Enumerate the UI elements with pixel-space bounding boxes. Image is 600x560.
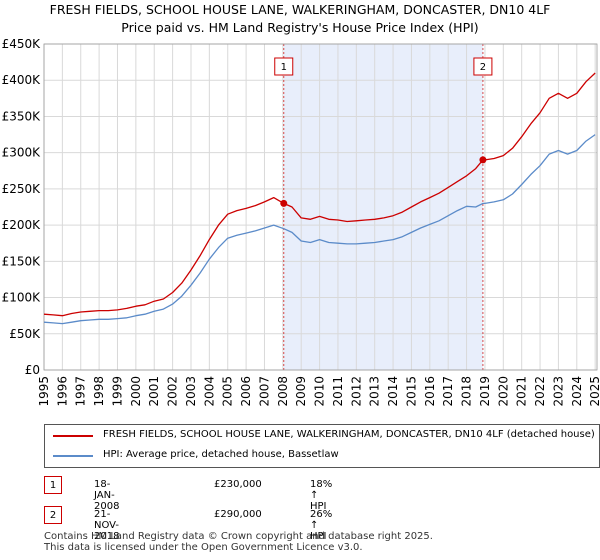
x-tick-label: 2001 bbox=[147, 376, 161, 407]
x-tick-label: 2015 bbox=[404, 376, 418, 407]
x-tick-label: 2003 bbox=[184, 376, 198, 407]
chart-title-line1: FRESH FIELDS, SCHOOL HOUSE LANE, WALKERI… bbox=[49, 2, 551, 17]
x-tick-label: 2006 bbox=[239, 376, 253, 407]
event-box-label-1: 1 bbox=[281, 62, 287, 73]
x-tick-label: 2010 bbox=[313, 376, 327, 407]
footer-copyright: Contains HM Land Registry data © Crown c… bbox=[44, 531, 433, 542]
chart-title-line2: Price paid vs. HM Land Registry's House … bbox=[121, 20, 479, 35]
y-tick-label: £200K bbox=[2, 218, 42, 232]
event-box-label-2: 2 bbox=[480, 62, 486, 73]
event-date-1: 18-JAN-2008 bbox=[94, 479, 120, 512]
series-line-hpi bbox=[43, 134, 596, 325]
x-tick-label: 2007 bbox=[257, 376, 271, 407]
event-price-1: £230,000 bbox=[214, 479, 262, 490]
footer-license: This data is licensed under the Open Gov… bbox=[44, 542, 363, 553]
event-hpi-1: 18% ↑ HPI bbox=[310, 479, 333, 512]
y-tick-label: £150K bbox=[2, 254, 42, 268]
y-tick-label: £400K bbox=[2, 73, 42, 87]
event-price-2: £290,000 bbox=[214, 509, 262, 520]
chart-legend: FRESH FIELDS, SCHOOL HOUSE LANE, WALKERI… bbox=[44, 424, 600, 468]
y-tick-label: £100K bbox=[2, 291, 42, 305]
x-tick-label: 2016 bbox=[423, 376, 437, 407]
x-tick-label: 2023 bbox=[551, 376, 565, 407]
x-tick-label: 1999 bbox=[110, 376, 124, 407]
x-tick-label: 2017 bbox=[441, 376, 455, 407]
x-tick-label: 2025 bbox=[588, 376, 600, 407]
event-hpi-2: 26% ↑ HPI bbox=[310, 509, 333, 542]
plot-border bbox=[43, 43, 598, 371]
x-tick-label: 2019 bbox=[478, 376, 492, 407]
x-tick-label: 2000 bbox=[129, 376, 143, 407]
line-chart: £0 £50K £100K £150K £200K £250K £300K £350K £400… bbox=[2, 37, 600, 407]
x-tick-label: 2005 bbox=[221, 376, 235, 407]
event-box-2 bbox=[473, 57, 493, 76]
x-tick-label: 2018 bbox=[460, 376, 474, 407]
x-tick-label: 2013 bbox=[368, 376, 382, 407]
x-tick-label: 2022 bbox=[533, 376, 547, 407]
event-box-1 bbox=[274, 57, 294, 76]
event-date-2: 21-NOV-2018 bbox=[94, 509, 120, 542]
x-tick-label: 2011 bbox=[331, 376, 345, 407]
legend-swatch-hpi bbox=[53, 455, 93, 457]
x-tick-label: 2004 bbox=[202, 376, 216, 407]
event-badge-2: 2 bbox=[44, 506, 62, 524]
x-tick-label: 1997 bbox=[74, 376, 88, 407]
series-line-property bbox=[43, 72, 596, 317]
y-tick-label: £300K bbox=[2, 146, 42, 160]
x-tick-label: 2024 bbox=[570, 376, 584, 407]
event-marker-2 bbox=[479, 156, 487, 164]
x-tick-label: 2002 bbox=[166, 376, 180, 407]
event-marker-1 bbox=[280, 199, 288, 207]
y-tick-label: £0 bbox=[25, 363, 40, 377]
y-tick-label: £50K bbox=[9, 327, 41, 341]
event-badge-1: 1 bbox=[44, 476, 62, 494]
x-tick-label: 1996 bbox=[55, 376, 69, 407]
y-tick-label: £450K bbox=[2, 37, 42, 51]
x-tick-label: 2014 bbox=[386, 376, 400, 407]
legend-label-hpi: HPI: Average price, detached house, Bass… bbox=[103, 449, 339, 460]
x-tick-label: 2020 bbox=[496, 376, 510, 407]
x-tick-label: 2008 bbox=[276, 376, 290, 407]
y-tick-label: £250K bbox=[2, 182, 42, 196]
x-tick-label: 1998 bbox=[92, 376, 106, 407]
x-tick-label: 2021 bbox=[515, 376, 529, 407]
y-tick-label: £350K bbox=[2, 109, 42, 123]
x-tick-label: 2012 bbox=[349, 376, 363, 407]
shaded-period bbox=[283, 44, 483, 370]
legend-label-property: FRESH FIELDS, SCHOOL HOUSE LANE, WALKERI… bbox=[103, 429, 595, 440]
legend-swatch-property bbox=[53, 435, 93, 437]
x-tick-label: 1995 bbox=[37, 376, 51, 407]
x-tick-label: 2009 bbox=[294, 376, 308, 407]
